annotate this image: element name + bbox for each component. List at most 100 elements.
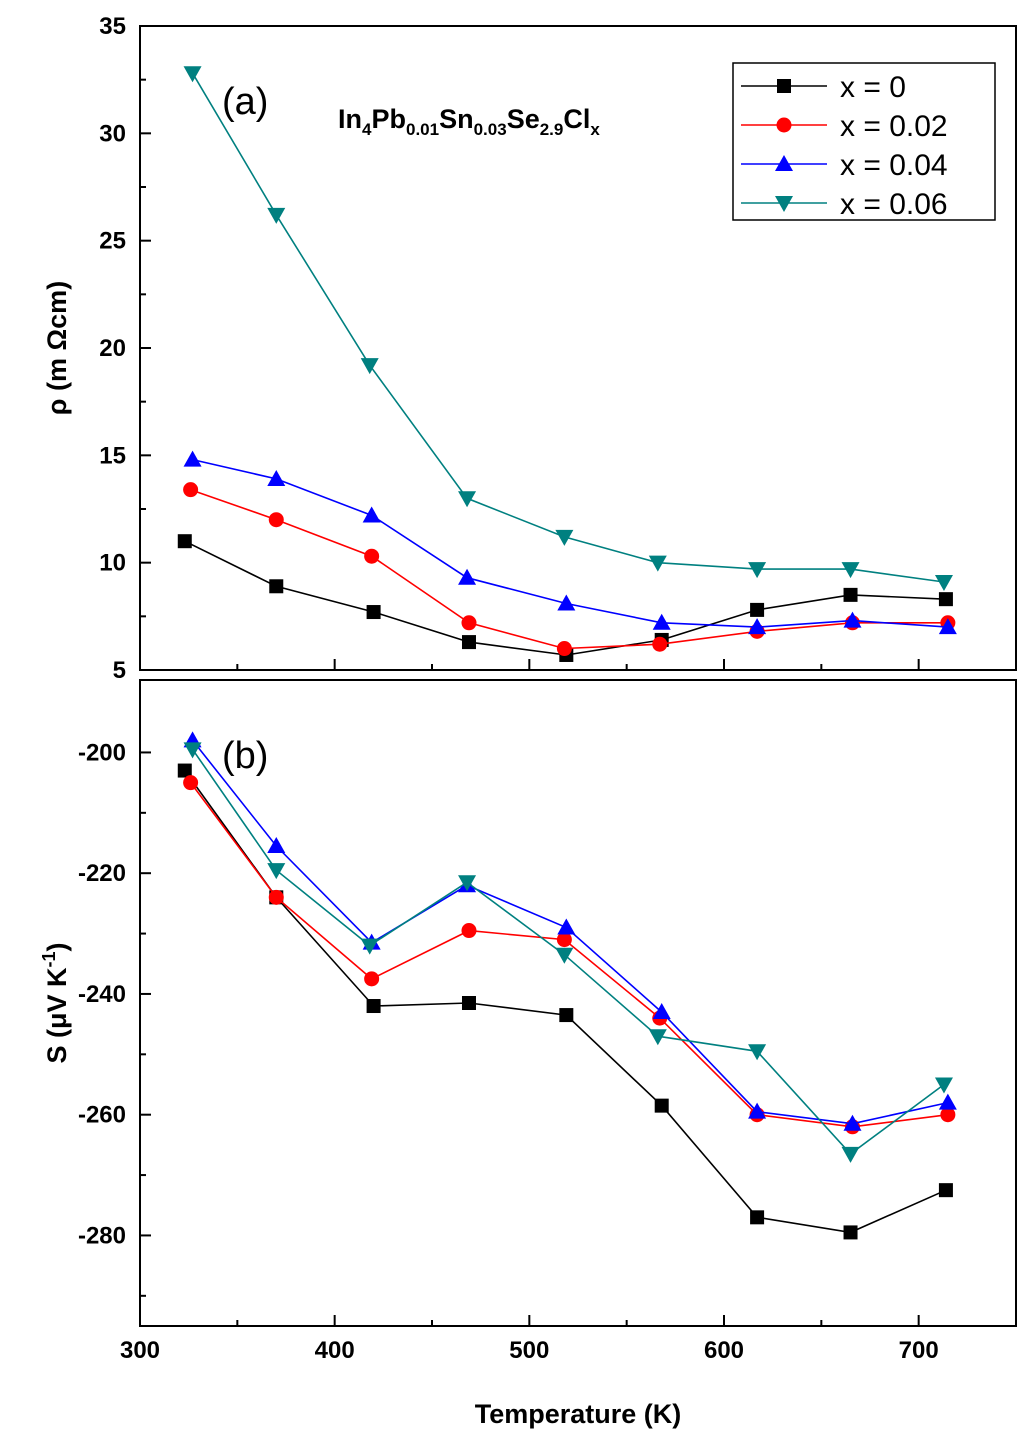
legend-marker	[775, 155, 793, 171]
legend-label: x = 0	[840, 71, 906, 104]
data-point	[366, 605, 381, 620]
data-point	[461, 923, 477, 939]
formula-element: Pb	[371, 104, 406, 134]
data-point	[654, 1098, 669, 1113]
data-point	[841, 1146, 860, 1163]
formula-subscript: 2.9	[540, 120, 564, 139]
data-point	[934, 1077, 953, 1094]
data-point	[652, 613, 671, 630]
data-point	[841, 562, 860, 579]
data-point	[555, 947, 574, 964]
y-tick-label: 5	[113, 657, 126, 684]
data-point	[267, 469, 286, 486]
data-point	[177, 534, 192, 549]
series-x-0	[177, 763, 953, 1240]
x-tick-label: 500	[509, 1337, 549, 1364]
data-point	[750, 1210, 765, 1225]
y-tick-label: -200	[78, 739, 126, 766]
data-point	[938, 1093, 957, 1110]
data-point	[748, 1102, 767, 1119]
data-point	[938, 1183, 953, 1198]
series-x-0-04	[183, 450, 957, 635]
data-point	[461, 615, 477, 631]
y-tick-label: -220	[78, 860, 126, 887]
data-point	[934, 574, 953, 591]
formula-element: Sn	[439, 104, 474, 134]
data-point	[748, 562, 767, 579]
data-point	[461, 996, 476, 1010]
series-x-0-06	[183, 66, 953, 591]
data-point	[940, 1107, 956, 1123]
data-point	[556, 641, 572, 657]
y-axis-title-text: ρ (m Ωcm)	[42, 281, 72, 415]
data-point	[458, 568, 477, 585]
data-point	[556, 932, 572, 948]
formula-element: Se	[507, 104, 540, 134]
x-axis-title: Temperature (K)	[475, 1399, 682, 1429]
y-axis-title-close: )	[42, 942, 72, 951]
data-point	[183, 66, 202, 83]
data-point	[360, 938, 379, 955]
panel-label: (b)	[222, 735, 268, 777]
legend-label: x = 0.02	[840, 110, 948, 143]
data-point	[364, 548, 380, 564]
data-point	[268, 512, 284, 528]
legend-marker	[776, 117, 792, 133]
panel-label: (a)	[222, 81, 268, 123]
series-x-0-04	[183, 731, 957, 1131]
legend-label: x = 0.04	[840, 149, 948, 182]
formula-element: Cl	[563, 104, 590, 134]
data-point	[843, 611, 862, 628]
legend-label: x = 0.06	[840, 188, 948, 221]
data-point	[269, 579, 284, 594]
data-point	[938, 592, 953, 607]
data-point	[748, 1044, 767, 1061]
legend-marker	[775, 196, 793, 212]
y-tick-label: 20	[99, 335, 126, 362]
y-axis-title: S (μV K-1)	[39, 942, 72, 1063]
legend-marker	[777, 79, 791, 93]
legend-entry: x = 0.06	[741, 188, 948, 221]
y-tick-label: -260	[78, 1102, 126, 1129]
data-point	[267, 837, 286, 854]
data-point	[648, 1029, 667, 1046]
data-point	[183, 742, 202, 759]
data-point	[183, 450, 202, 467]
legend-entry: x = 0.02	[741, 110, 948, 143]
compound-formula: In4Pb0.01Sn0.03Se2.9Clx	[338, 104, 600, 139]
series-x-0-06	[183, 742, 953, 1163]
data-point	[559, 1008, 574, 1023]
data-point	[177, 763, 192, 778]
legend-box	[732, 62, 996, 221]
data-point	[938, 618, 957, 635]
x-tick-label: 700	[899, 1337, 939, 1364]
formula-subscript: 0.01	[406, 120, 439, 139]
legend-entry: x = 0.04	[741, 149, 948, 182]
data-point	[750, 602, 765, 617]
y-tick-label: -240	[78, 981, 126, 1008]
data-point	[362, 506, 381, 523]
y-tick-label: 10	[99, 550, 126, 577]
x-tick-label: 600	[704, 1337, 744, 1364]
y-axis-title-superscript: -1	[39, 951, 59, 967]
x-tick-label: 400	[315, 1337, 355, 1364]
y-tick-label: 25	[99, 228, 126, 255]
y-tick-label: 35	[99, 13, 126, 40]
plot-frame	[139, 679, 1017, 1327]
data-point	[652, 1003, 671, 1020]
data-point	[557, 594, 576, 611]
x-tick-label: 300	[120, 1337, 160, 1364]
data-point	[360, 358, 379, 375]
y-axis-title-text: S (μV K	[42, 967, 72, 1064]
data-point	[267, 207, 286, 224]
legend-entry: x = 0	[741, 71, 906, 104]
data-point	[652, 636, 668, 652]
data-point	[364, 971, 380, 987]
legend: x = 0 x = 0.02 x = 0.04 x = 0.06	[732, 62, 996, 221]
formula-subscript: x	[590, 120, 600, 139]
data-point	[268, 889, 284, 905]
y-tick-label: -280	[78, 1222, 126, 1249]
panel-b-seebeck: -200 -220 -240 -260 -280 300 400 500 600 700 (b) S …	[39, 679, 1017, 1429]
y-tick-label: 30	[99, 120, 126, 147]
